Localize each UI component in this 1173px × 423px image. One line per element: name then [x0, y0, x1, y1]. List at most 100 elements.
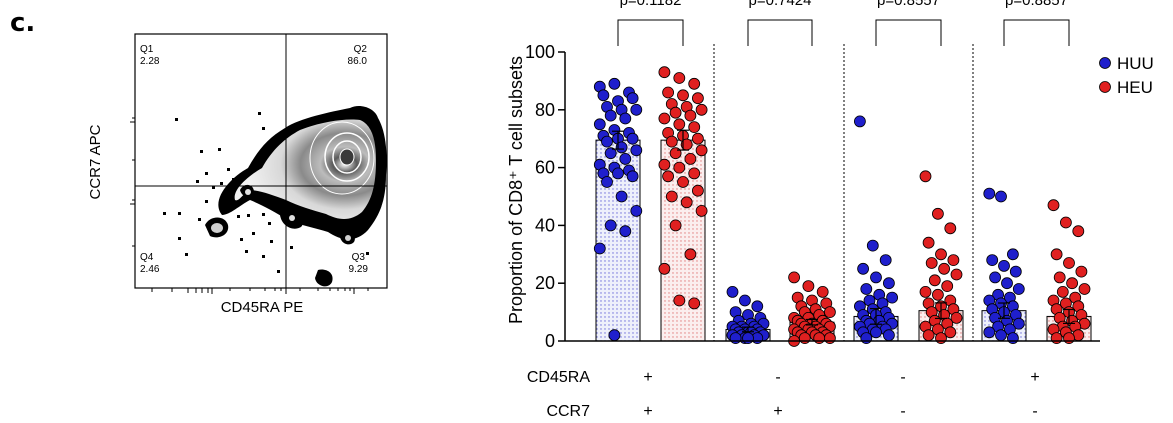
group-dividers	[713, 44, 974, 341]
point-heu-group-3	[925, 257, 938, 269]
point-huu-group-4	[983, 187, 996, 200]
quadrant-q3-value: 9.29	[349, 264, 369, 275]
point-huu-group-4	[1009, 265, 1022, 278]
point-huu-group-1	[608, 77, 621, 90]
point-heu-group-1	[673, 294, 686, 307]
point-heu-group-3	[922, 236, 935, 249]
point-huu-group-4	[998, 259, 1010, 272]
point-heu-group-4	[1047, 199, 1060, 212]
point-heu-group-3	[941, 280, 954, 293]
quadrant-q3-name: Q3	[352, 252, 366, 263]
point-heu-group-1	[658, 262, 671, 275]
p-value-label-group-1: p=0.1182	[620, 0, 682, 9]
point-heu-group-2	[802, 280, 815, 293]
p-bracket-group-1	[617, 19, 684, 46]
legend-label-huu: HUU	[1117, 54, 1154, 73]
point-heu-group-1	[665, 190, 678, 203]
flow-plot-frame	[134, 33, 388, 289]
quadrant-q1-name: Q1	[140, 44, 154, 55]
point-huu-group-4	[1012, 283, 1025, 295]
sign-cd45ra-group-1: +	[643, 369, 652, 386]
sign-cd45ra-group-4: +	[1030, 369, 1039, 386]
flow-x-ticks	[151, 288, 369, 294]
quadrant-q4-value: 2.46	[140, 264, 160, 275]
point-heu-group-4	[1066, 277, 1078, 290]
point-huu-group-3	[854, 115, 866, 128]
point-heu-group-1	[677, 89, 689, 102]
point-heu-group-1	[673, 118, 686, 131]
point-heu-group-1	[695, 103, 708, 116]
point-heu-group-4	[1063, 257, 1075, 269]
x-category-rows: CD45RA + - - + CCR7 + + - -	[527, 369, 1040, 420]
point-heu-group-1	[662, 86, 674, 99]
row-label-ccr7: CCR7	[546, 403, 590, 420]
point-heu-group-3	[938, 262, 950, 275]
point-huu-group-3	[866, 239, 879, 252]
sign-ccr7-group-1: +	[643, 403, 652, 420]
sign-ccr7-group-3: -	[900, 403, 905, 420]
point-heu-group-3	[935, 248, 947, 261]
y-tick-label: 20	[535, 273, 555, 293]
point-heu-group-1	[669, 106, 682, 119]
point-heu-group-4	[1050, 332, 1063, 345]
point-heu-group-4	[1063, 332, 1075, 345]
point-heu-group-3	[950, 268, 963, 281]
point-heu-group-2	[824, 306, 836, 319]
point-huu-group-1	[619, 225, 632, 238]
point-heu-group-1	[662, 170, 674, 183]
point-heu-group-1	[680, 196, 693, 209]
point-heu-group-3	[919, 170, 932, 183]
point-huu-group-2	[742, 332, 754, 345]
point-heu-group-3	[935, 332, 947, 345]
point-heu-group-1	[688, 297, 701, 310]
point-huu-group-3	[879, 254, 892, 267]
point-heu-group-1	[658, 66, 671, 79]
point-huu-group-3	[870, 326, 882, 339]
y-tick-label: 0	[545, 331, 555, 351]
point-huu-group-1	[619, 112, 632, 125]
point-huu-group-4	[1001, 277, 1013, 290]
point-huu-group-1	[593, 118, 606, 131]
point-heu-group-1	[692, 92, 704, 105]
point-heu-group-4	[1056, 285, 1069, 298]
p-bracket-group-4	[1003, 19, 1070, 46]
y-tick-label: 80	[535, 100, 555, 120]
point-huu-group-1	[604, 147, 617, 160]
p-value-label-group-2: p=0.7424	[749, 0, 812, 9]
point-huu-group-3	[857, 262, 869, 275]
flow-scatter-events	[163, 112, 369, 273]
point-heu-group-4	[1075, 265, 1088, 278]
data-points	[593, 66, 1091, 347]
point-heu-group-3	[932, 207, 944, 220]
point-huu-group-4	[989, 271, 1001, 284]
point-huu-group-3	[883, 277, 895, 290]
point-huu-group-3	[860, 283, 873, 295]
point-huu-group-4	[1007, 332, 1019, 345]
legend-marker-heu	[1099, 81, 1111, 93]
quadrant-q2-name: Q2	[354, 44, 368, 55]
point-huu-group-1	[630, 204, 643, 217]
point-huu-group-1	[604, 109, 617, 122]
point-huu-group-1	[601, 135, 613, 148]
point-heu-group-1	[688, 121, 701, 133]
point-heu-group-3	[950, 311, 963, 324]
point-heu-group-4	[1078, 283, 1091, 295]
point-huu-group-1	[626, 132, 639, 145]
point-huu-group-1	[630, 144, 643, 157]
flow-y-ticks	[130, 117, 135, 247]
point-heu-group-1	[658, 158, 671, 171]
flow-density-blob	[205, 106, 387, 287]
p-value-brackets: p=0.1182 p=0.7424 p=0.8557 p=0.8857	[617, 0, 1070, 46]
point-heu-group-2	[816, 285, 829, 298]
point-heu-group-1	[677, 176, 689, 188]
p-bracket-group-3	[875, 19, 942, 46]
sign-cd45ra-group-2: -	[775, 369, 780, 386]
point-heu-group-4	[1050, 248, 1063, 261]
point-huu-group-4	[986, 254, 999, 267]
point-heu-group-1	[688, 77, 701, 90]
point-huu-group-2	[726, 285, 739, 298]
y-axis: 0 20 40 60 80 100	[525, 42, 566, 351]
point-huu-group-3	[860, 332, 873, 345]
point-huu-group-2	[751, 300, 764, 313]
